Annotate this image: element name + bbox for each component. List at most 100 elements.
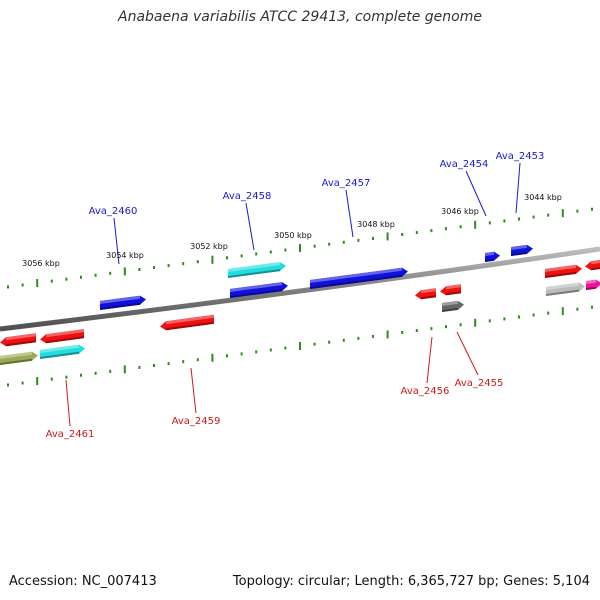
gene-right-grey-highlight bbox=[546, 282, 579, 290]
label-ava-2457-leader bbox=[345, 189, 354, 238]
inner-tick bbox=[65, 375, 68, 379]
inner-tick bbox=[109, 369, 112, 373]
outer-tick bbox=[401, 233, 404, 237]
gene-ava-2453-shadow bbox=[511, 251, 527, 256]
genome-backbone bbox=[0, 246, 600, 332]
gene-ava-2461-highlight bbox=[40, 344, 79, 353]
inner-tick bbox=[445, 325, 447, 329]
outer-tick bbox=[474, 220, 477, 229]
inner-tick bbox=[532, 313, 535, 317]
gene-left-red-2-shadow bbox=[46, 336, 84, 344]
scale-label-0: 3056 kbp bbox=[22, 259, 60, 268]
inner-tick bbox=[284, 346, 287, 350]
outer-tick bbox=[226, 256, 228, 260]
gene-right-red-2-shadow bbox=[591, 266, 600, 271]
gene-ava-2454-highlight bbox=[485, 251, 494, 256]
inner-tick bbox=[415, 329, 418, 333]
outer-tick bbox=[518, 217, 520, 221]
outer-tick bbox=[7, 285, 9, 289]
inner-tick bbox=[561, 307, 564, 316]
outer-tick bbox=[80, 275, 82, 279]
inner-tick bbox=[328, 340, 331, 344]
gene-left-olive-highlight bbox=[0, 351, 32, 359]
label-ava-2458: Ava_2458 bbox=[223, 191, 272, 202]
inner-tick bbox=[196, 358, 199, 362]
outer-tick bbox=[196, 260, 199, 264]
gene-ava-2458-cyan bbox=[228, 262, 286, 278]
gene-left-red-highlight bbox=[6, 333, 36, 341]
gene-right-red-2-highlight bbox=[591, 259, 600, 265]
gene-left-red-2 bbox=[40, 329, 84, 344]
outer-tick bbox=[547, 213, 550, 217]
outer-tick bbox=[123, 267, 126, 276]
gene-labels: Ava_2460 Ava_2458 Ava_2457 Ava_2454 Ava_2453… bbox=[46, 151, 545, 440]
gene-ava-2457-highlight bbox=[310, 267, 402, 283]
gene-ava-2455-highlight bbox=[442, 300, 458, 306]
inner-tick bbox=[269, 348, 272, 352]
outer-tick bbox=[445, 227, 447, 231]
label-ava-2460-leader bbox=[113, 217, 120, 265]
gene-ava-2458-cyan-shadow bbox=[228, 269, 280, 278]
inner-tick bbox=[211, 353, 214, 362]
gene-left-red bbox=[0, 333, 36, 347]
inner-tick bbox=[94, 371, 97, 375]
scale-label-2: 3052 kbp bbox=[190, 242, 228, 251]
inner-tick bbox=[255, 350, 258, 354]
outer-tick bbox=[415, 231, 418, 235]
inner-tick bbox=[299, 342, 301, 351]
outer-tick bbox=[430, 229, 433, 233]
gene-ava-2456-b-shadow bbox=[446, 291, 461, 296]
gene-ava-2460 bbox=[100, 295, 146, 310]
scale-labels: 3056 kbp 3054 kbp 3052 kbp 3050 kbp 3048 kbp… bbox=[22, 193, 562, 268]
gene-right-grey-shadow bbox=[546, 289, 579, 296]
inner-tick bbox=[459, 323, 462, 327]
outer-tick bbox=[65, 277, 68, 281]
accession-text: Accession: NC_007413 bbox=[9, 574, 157, 589]
label-ava-2456: Ava_2456 bbox=[401, 386, 450, 397]
gene-right-red-highlight bbox=[545, 264, 576, 272]
inner-tick bbox=[7, 383, 9, 387]
outer-tick bbox=[21, 283, 24, 287]
label-ava-2461: Ava_2461 bbox=[46, 429, 95, 440]
inner-tick bbox=[474, 318, 477, 327]
map-title: Anabaena variabilis ATCC 29413, complete… bbox=[118, 9, 482, 25]
gene-ava-2458 bbox=[230, 282, 288, 298]
inner-tick bbox=[123, 365, 126, 374]
gene-ava-2455 bbox=[442, 300, 464, 312]
gene-ava-2459-highlight bbox=[166, 314, 214, 325]
inner-tick bbox=[182, 360, 185, 364]
scale-label-5: 3046 kbp bbox=[441, 207, 479, 216]
gene-right-pink bbox=[586, 279, 600, 290]
inner-tick bbox=[386, 330, 389, 339]
scale-label-4: 3048 kbp bbox=[357, 220, 395, 229]
gene-right-red-shadow bbox=[545, 271, 576, 278]
gene-ava-2458-cyan-highlight bbox=[228, 262, 280, 272]
outer-tick bbox=[328, 242, 331, 246]
outer-tick bbox=[488, 221, 491, 225]
inner-tick bbox=[153, 364, 155, 368]
outer-tick bbox=[255, 252, 258, 256]
inner-tick bbox=[240, 352, 243, 356]
gene-ava-2457-shadow bbox=[310, 274, 402, 289]
inner-tick bbox=[591, 305, 593, 309]
gene-left-red-shadow bbox=[6, 340, 36, 347]
inner-tick bbox=[488, 319, 491, 323]
gene-left-red-2-highlight bbox=[46, 329, 84, 338]
label-ava-2459: Ava_2459 bbox=[172, 416, 221, 427]
label-ava-2455-leader bbox=[456, 331, 479, 376]
outer-tick bbox=[269, 250, 272, 254]
gene-ava-2460-highlight bbox=[100, 295, 140, 304]
inner-tick bbox=[342, 338, 345, 342]
outer-tick bbox=[372, 236, 374, 240]
inner-tick bbox=[313, 342, 316, 346]
label-ava-2457: Ava_2457 bbox=[322, 178, 371, 189]
genome-summary-text: Topology: circular; Length: 6,365,727 bp… bbox=[232, 574, 590, 589]
inner-tick bbox=[430, 327, 433, 331]
inner-tick bbox=[547, 311, 550, 315]
outer-tick bbox=[459, 225, 462, 229]
gene-ava-2456-highlight bbox=[421, 288, 436, 294]
outer-tick bbox=[240, 254, 243, 258]
label-ava-2458-leader bbox=[245, 202, 255, 251]
label-ava-2454-leader bbox=[465, 170, 487, 217]
